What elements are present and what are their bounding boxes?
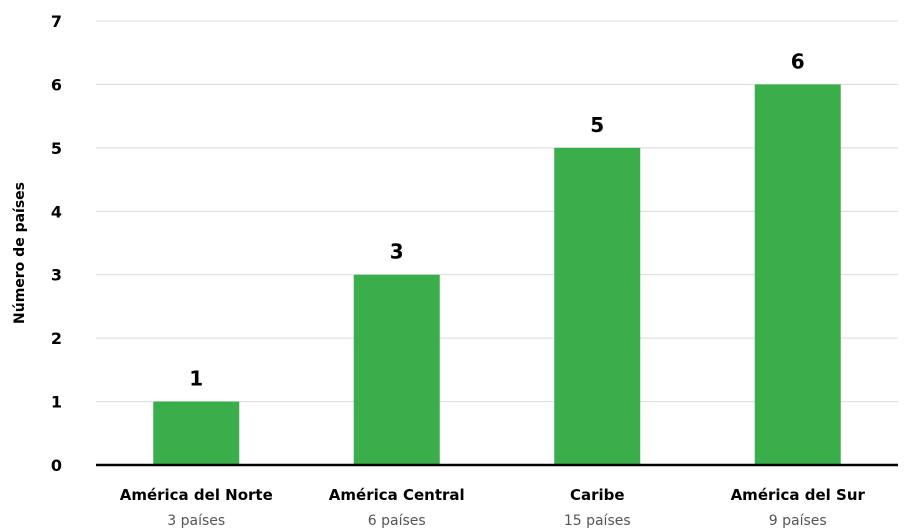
- x-subcategory-label: 9 países: [769, 513, 827, 529]
- y-tick-label: 5: [51, 139, 62, 158]
- x-category-label: América del Norte: [120, 486, 273, 504]
- y-tick-label: 1: [51, 393, 62, 412]
- bar: [353, 274, 440, 465]
- data-label: 1: [189, 367, 203, 391]
- y-tick-label: 6: [51, 75, 62, 94]
- bar: [754, 84, 841, 465]
- gridlines: [96, 20, 898, 403]
- y-tick-label: 0: [51, 456, 62, 475]
- y-axis-ticks: 0 1 2 3 4 5 6 7: [51, 12, 62, 475]
- data-label: 5: [590, 113, 604, 137]
- x-category-label: América del Sur: [731, 486, 866, 504]
- x-category-label: Caribe: [570, 486, 625, 504]
- y-tick-label: 7: [51, 12, 62, 31]
- x-subcategory-label: 6 países: [368, 513, 426, 529]
- data-label: 6: [791, 49, 805, 73]
- x-category-label: América Central: [329, 486, 465, 504]
- bars: 1 3 5 6: [153, 49, 841, 465]
- x-axis-categories: América del Norte 3 países América Central…: [120, 486, 866, 529]
- bar: [153, 401, 240, 465]
- data-label: 3: [390, 240, 404, 264]
- bar: [554, 147, 641, 465]
- x-subcategory-label: 15 países: [564, 513, 631, 529]
- y-tick-label: 2: [51, 329, 62, 348]
- y-axis-label: Número de países: [12, 182, 28, 324]
- x-subcategory-label: 3 países: [167, 513, 225, 529]
- y-tick-label: 4: [51, 202, 62, 221]
- y-tick-label: 3: [51, 266, 62, 285]
